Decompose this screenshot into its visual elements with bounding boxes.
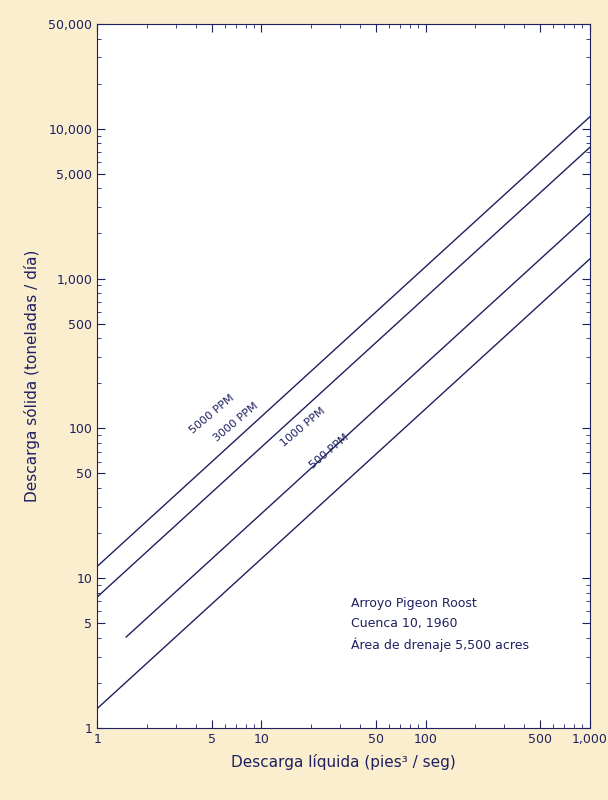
Text: 5000 PPM: 5000 PPM bbox=[188, 393, 236, 435]
Text: 500 PPM: 500 PPM bbox=[308, 432, 351, 470]
Y-axis label: Descarga sólida (toneladas / día): Descarga sólida (toneladas / día) bbox=[24, 250, 40, 502]
Text: Arroyo Pigeon Roost
Cuenca 10, 1960
Área de drenaje 5,500 acres: Arroyo Pigeon Roost Cuenca 10, 1960 Área… bbox=[351, 597, 529, 652]
Text: 3000 PPM: 3000 PPM bbox=[212, 401, 260, 444]
Text: 1000 PPM: 1000 PPM bbox=[279, 406, 328, 449]
X-axis label: Descarga líquida (pies³ / seg): Descarga líquida (pies³ / seg) bbox=[231, 754, 456, 770]
